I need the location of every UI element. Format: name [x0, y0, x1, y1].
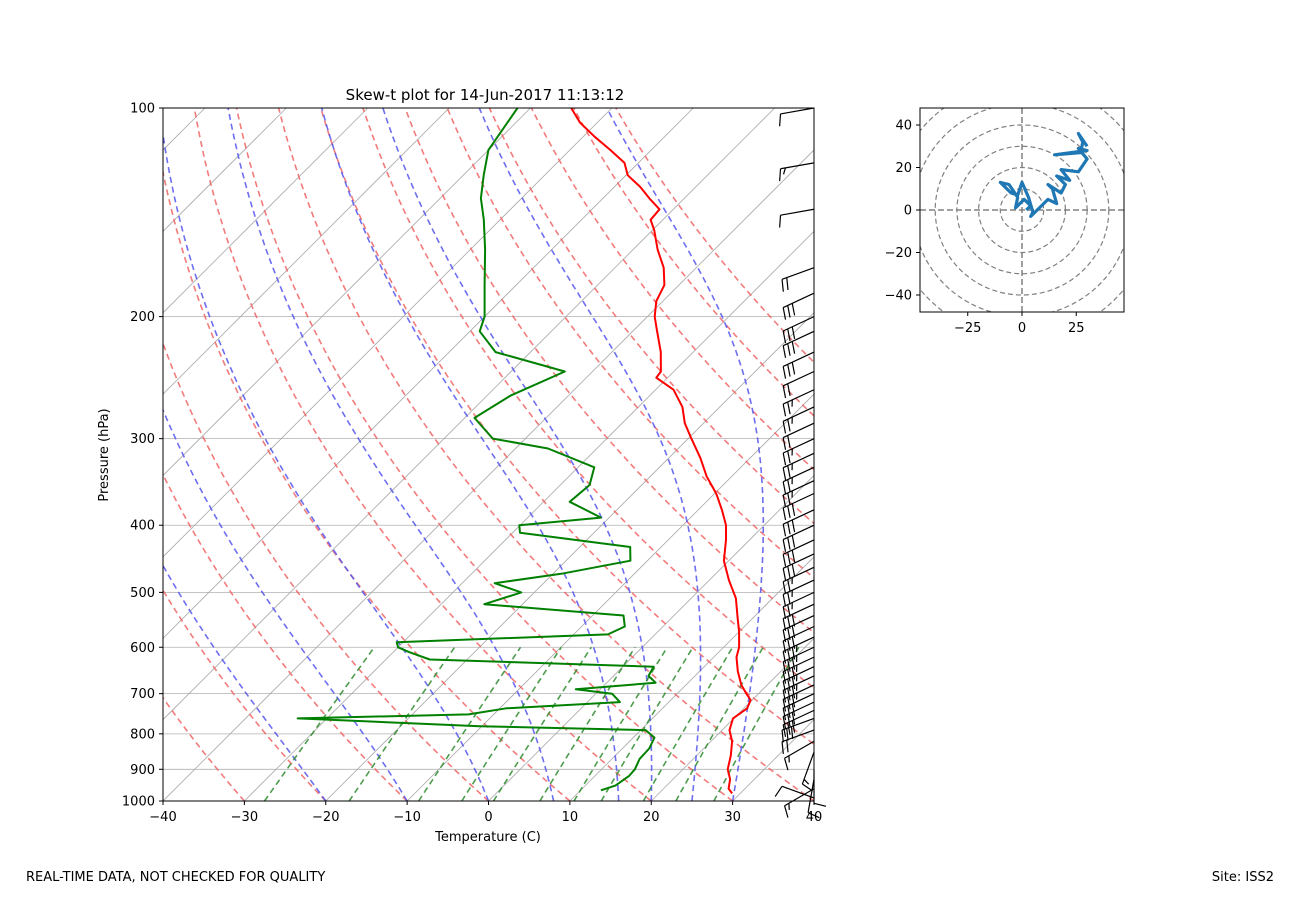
isotherm-line	[489, 108, 1182, 801]
wind-barb	[783, 293, 814, 320]
skewt-title: Skew-t plot for 14-Jun-2017 11:13:12	[346, 86, 625, 104]
x-tick-label: −10	[393, 810, 420, 825]
wind-barb	[780, 108, 814, 126]
dry-adiabat-line	[194, 108, 651, 801]
skewt-wind-barbs	[775, 108, 826, 818]
isotherm-line	[82, 108, 775, 801]
isotherm-line	[570, 108, 1263, 801]
mixing-ratio-line	[265, 647, 375, 801]
wind-barb	[782, 718, 814, 742]
y-tick-label: 200	[130, 310, 155, 325]
y-tick-label: 1000	[122, 795, 155, 810]
dry-adiabat-line	[321, 108, 896, 801]
wind-barb	[782, 268, 814, 292]
hodograph-x-tick-label: 0	[1018, 321, 1026, 336]
isotherm-line	[814, 108, 1300, 801]
wind-barb	[783, 439, 814, 466]
hodograph-y-tick-label: −40	[885, 289, 912, 304]
x-tick-label: 30	[724, 810, 741, 825]
dry-adiabat-line	[405, 108, 1058, 801]
quality-disclaimer: REAL-TIME DATA, NOT CHECKED FOR QUALITY	[26, 870, 325, 885]
moist-adiabat-line	[383, 108, 652, 801]
dry-adiabat-line	[616, 108, 1300, 801]
hodograph-series	[1000, 134, 1087, 217]
hodograph-rings	[892, 83, 1152, 338]
wind-barb	[783, 494, 814, 521]
dry-adiabat-line	[532, 108, 1300, 801]
moist-adiabat-line	[322, 108, 619, 801]
dewpoint-profile-line	[298, 108, 656, 790]
dry-adiabat-line	[26, 108, 326, 801]
wind-barb	[783, 592, 814, 619]
isotherm-line	[326, 108, 1019, 801]
hodograph-plot: −25 0 25 −40 −20 0 20 40	[885, 83, 1153, 338]
hodograph-x-tick-label: −25	[954, 321, 981, 336]
x-tick-label: −30	[231, 810, 258, 825]
wind-barb	[783, 554, 814, 581]
hodograph-x-tick-label: 25	[1068, 321, 1085, 336]
site-label: Site: ISS2	[1212, 870, 1274, 885]
wind-barb	[780, 163, 814, 181]
mixing-ratio-line	[540, 647, 635, 801]
skewt-x-axis-label: Temperature (C)	[434, 830, 541, 845]
hodograph-y-tick-label: 40	[895, 119, 912, 134]
isotherm-line	[0, 108, 449, 801]
wind-barb	[783, 481, 814, 508]
wind-barb	[783, 525, 814, 552]
x-tick-label: −40	[149, 810, 176, 825]
hodograph-ticks: −25 0 25 −40 −20 0 20 40	[885, 119, 1085, 337]
wind-barb	[783, 453, 814, 480]
wind-barb	[783, 352, 814, 379]
y-tick-label: 300	[130, 432, 155, 447]
skewt-y-ticks: 1000 900 800 700 600 500 400 300 200 100	[122, 102, 163, 810]
y-tick-label: 900	[130, 763, 155, 778]
x-tick-label: 0	[484, 810, 492, 825]
wind-barb	[802, 752, 814, 791]
wind-barb	[780, 209, 814, 227]
skewt-frame	[163, 108, 814, 801]
y-tick-label: 800	[130, 727, 155, 742]
wind-barb	[814, 769, 826, 806]
x-tick-label: 20	[643, 810, 660, 825]
mixing-ratio-line	[643, 647, 732, 801]
y-tick-label: 400	[130, 519, 155, 534]
isotherm-line	[733, 108, 1300, 801]
skewt-background-lines	[0, 108, 1300, 801]
dry-adiabat-line	[279, 108, 814, 801]
wind-barb	[783, 540, 814, 567]
dry-adiabat-line	[574, 108, 1300, 801]
isotherm-line	[163, 108, 856, 801]
wind-barb	[783, 580, 814, 607]
x-tick-label: 10	[562, 810, 579, 825]
x-tick-label: 40	[806, 810, 823, 825]
isotherm-line	[0, 108, 612, 801]
wind-barb	[783, 371, 814, 398]
skewt-x-ticks: −40 −30 −20 −10 0 10 20 30 40	[149, 801, 822, 825]
skewt-y-axis-label: Pressure (hPa)	[97, 408, 112, 501]
y-tick-label: 700	[130, 687, 155, 702]
dry-adiabat-line	[152, 108, 570, 801]
dry-adiabat-line	[0, 108, 244, 801]
y-tick-label: 600	[130, 641, 155, 656]
wind-barb	[783, 407, 814, 434]
isotherm-line	[407, 108, 1100, 801]
dry-adiabat-line	[110, 108, 488, 801]
moist-adiabat-line	[159, 108, 488, 801]
hodograph-y-tick-label: 0	[904, 204, 912, 219]
hodograph-y-tick-label: −20	[885, 246, 912, 261]
x-tick-label: −20	[312, 810, 339, 825]
wind-barb	[783, 567, 814, 594]
dry-adiabat-line	[489, 108, 1221, 801]
hodograph-y-tick-label: 20	[895, 161, 912, 176]
y-tick-label: 100	[130, 102, 155, 117]
skewt-gridlines	[163, 108, 814, 801]
y-tick-label: 500	[130, 586, 155, 601]
dry-adiabat-line	[363, 108, 977, 801]
hodograph-trace	[1000, 134, 1087, 217]
